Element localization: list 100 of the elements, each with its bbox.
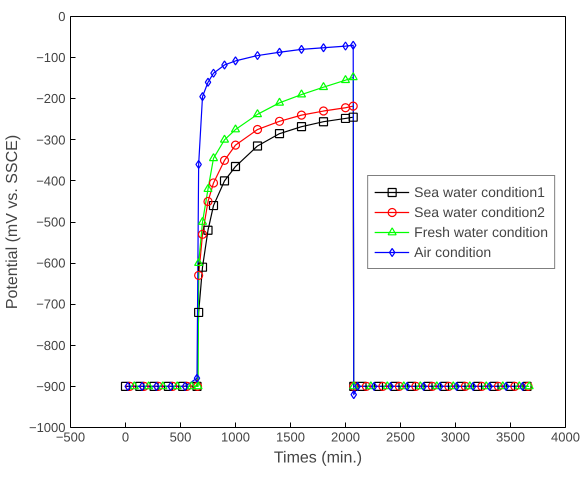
point <box>460 382 470 391</box>
point <box>428 382 437 391</box>
y-tick-label: 0 <box>58 9 66 24</box>
x-tick-label: 500 <box>170 430 192 444</box>
point <box>230 124 240 132</box>
y-tick-label: −900 <box>36 378 66 394</box>
point <box>394 382 404 391</box>
point <box>182 382 188 391</box>
point <box>150 382 159 391</box>
point <box>404 382 410 391</box>
y-axis-title: Potential (mV vs. SSCE) <box>4 134 21 310</box>
x-tick-label: 1000 <box>221 430 250 444</box>
point <box>296 122 306 132</box>
point <box>140 382 149 391</box>
point <box>348 72 358 80</box>
point <box>399 381 408 390</box>
point <box>168 382 178 391</box>
point <box>382 381 392 390</box>
point <box>411 382 420 391</box>
point <box>494 382 503 391</box>
y-tick-label: −200 <box>36 91 66 106</box>
legend-label: Fresh water condition <box>414 224 548 240</box>
point <box>154 382 164 391</box>
point <box>366 381 376 390</box>
point <box>342 41 349 51</box>
point <box>254 50 261 60</box>
point <box>440 382 450 391</box>
point <box>232 56 239 66</box>
point <box>221 60 228 70</box>
x-axis-title: Times (min.) <box>274 450 362 466</box>
point <box>489 382 499 391</box>
point <box>448 381 458 390</box>
legend-label: Air condition <box>414 244 492 260</box>
point <box>208 200 218 210</box>
point <box>230 162 240 172</box>
point <box>198 216 208 225</box>
point <box>124 382 131 391</box>
point <box>135 382 144 391</box>
point <box>420 382 427 391</box>
point <box>378 382 388 391</box>
point <box>348 102 358 111</box>
point <box>158 381 168 390</box>
x-tick-label: 4000 <box>551 430 580 444</box>
point <box>465 381 474 390</box>
point <box>125 382 134 391</box>
point <box>153 382 160 391</box>
point <box>130 381 139 390</box>
point <box>195 160 202 170</box>
legend-label: Sea water condition2 <box>414 204 545 220</box>
point <box>348 112 358 122</box>
point <box>318 82 328 90</box>
y-tick-label: −100 <box>36 50 66 66</box>
point <box>374 382 384 391</box>
point <box>482 381 491 390</box>
point <box>252 141 262 151</box>
point <box>354 382 361 391</box>
point <box>296 89 306 98</box>
y-tick-label: −600 <box>36 256 66 271</box>
point <box>318 117 328 126</box>
point <box>194 270 204 280</box>
point <box>194 258 204 266</box>
point <box>220 156 230 165</box>
point <box>390 382 400 391</box>
point <box>362 382 371 391</box>
point <box>486 382 493 391</box>
point <box>230 140 240 150</box>
point <box>276 48 283 57</box>
point <box>252 124 262 134</box>
x-tick-label: 0 <box>122 430 130 444</box>
point <box>423 382 433 391</box>
point <box>220 176 230 186</box>
point <box>320 43 327 52</box>
y-tick-label: −400 <box>36 173 66 188</box>
point <box>340 74 350 84</box>
point <box>194 374 200 383</box>
point <box>296 110 306 120</box>
point <box>220 134 230 143</box>
point <box>506 382 516 391</box>
point <box>186 381 196 390</box>
point <box>274 129 284 138</box>
point <box>519 382 526 391</box>
point <box>164 382 173 391</box>
point <box>416 381 425 390</box>
point <box>357 382 367 391</box>
point <box>274 116 284 126</box>
point <box>210 68 217 78</box>
point <box>340 114 350 124</box>
point <box>178 382 188 391</box>
point <box>456 382 466 391</box>
point <box>203 184 213 192</box>
point <box>120 382 130 391</box>
point <box>444 382 454 391</box>
point <box>194 308 204 318</box>
point <box>167 382 174 391</box>
point <box>502 382 510 391</box>
point <box>470 382 476 391</box>
point <box>203 196 213 206</box>
x-tick-label: 2000 <box>331 430 360 444</box>
point <box>510 382 520 391</box>
point <box>274 98 284 106</box>
